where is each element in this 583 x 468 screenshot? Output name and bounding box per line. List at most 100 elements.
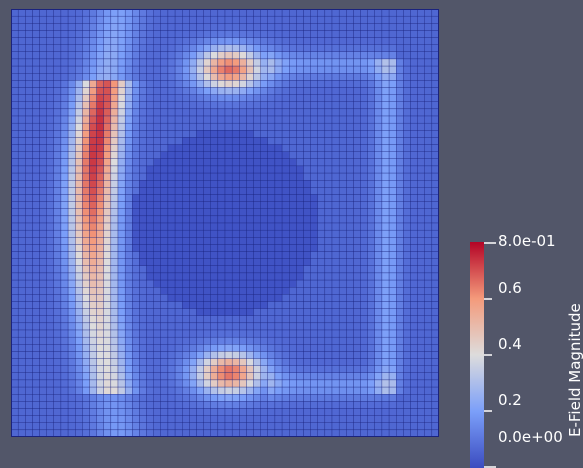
field-cell [32, 9, 40, 17]
field-cell [60, 158, 69, 167]
field-cell [146, 158, 154, 167]
field-cell [146, 130, 154, 138]
field-cell [189, 87, 197, 95]
field-cell [239, 329, 247, 338]
field-cell [231, 30, 240, 38]
field-cell [374, 229, 383, 238]
field-cell [132, 294, 140, 302]
field-cell [46, 294, 55, 302]
field-cell [189, 351, 197, 359]
field-cell [388, 187, 397, 195]
field-cell [303, 229, 311, 238]
field-cell [324, 251, 333, 259]
field-cell [132, 144, 140, 152]
field-cell [374, 358, 383, 366]
field-cell [246, 237, 254, 245]
field-cell [231, 87, 240, 95]
field-cell [160, 65, 169, 74]
field-cell [324, 329, 333, 338]
field-cell [388, 244, 397, 252]
field-cell [360, 322, 368, 331]
field-cell [260, 37, 269, 45]
field-cell [346, 415, 354, 423]
field-cell [146, 201, 154, 209]
field-cell [174, 94, 183, 102]
field-cell [167, 401, 176, 409]
field-cell [174, 58, 183, 67]
field-cell [303, 279, 311, 288]
field-cell [160, 251, 169, 259]
field-cell [53, 58, 62, 67]
field-cell [182, 172, 190, 181]
field-cell [210, 351, 219, 359]
field-cell [360, 151, 368, 160]
field-cell [189, 37, 197, 45]
field-cell [388, 158, 397, 167]
field-cell [374, 30, 383, 38]
field-cell [146, 122, 154, 131]
field-cell [103, 229, 112, 238]
field-cell [82, 258, 90, 267]
field-cell [82, 308, 90, 316]
field-cell [296, 372, 304, 381]
field-cell [89, 358, 97, 366]
field-cell [289, 201, 297, 209]
field-cell [153, 272, 162, 281]
field-cell [146, 80, 154, 88]
field-cell [139, 365, 147, 374]
field-cell [174, 422, 183, 431]
field-cell [110, 244, 119, 252]
field-cell [403, 44, 411, 53]
field-cell [132, 372, 140, 381]
field-cell [267, 115, 276, 124]
field-cell [117, 30, 126, 38]
field-cell [67, 251, 76, 259]
field-cell [132, 329, 140, 338]
field-cell [203, 279, 211, 288]
field-cell [153, 329, 162, 338]
field-cell [103, 208, 112, 217]
field-cell [75, 308, 83, 316]
field-cell [60, 272, 69, 281]
field-cell [224, 73, 233, 81]
field-cell [374, 180, 383, 188]
field-cell [60, 422, 69, 431]
field-cell [246, 165, 254, 174]
field-cell [60, 222, 69, 231]
field-cell [431, 180, 439, 188]
field-cell [224, 65, 233, 74]
field-cell [67, 44, 76, 53]
field-cell [331, 122, 340, 131]
field-cell [303, 101, 311, 110]
field-cell [417, 222, 425, 231]
field-cell [60, 194, 69, 202]
efield-plot[interactable] [11, 9, 439, 437]
field-cell [117, 73, 126, 81]
field-cell [246, 15, 254, 24]
field-cell [110, 408, 119, 416]
field-cell [160, 94, 169, 102]
field-cell [124, 258, 133, 267]
field-cell [117, 15, 126, 24]
field-cell [139, 101, 147, 110]
field-cell [388, 9, 397, 17]
field-cell [146, 336, 154, 345]
field-cell [289, 108, 297, 117]
field-cell [260, 158, 269, 167]
field-cell [324, 279, 333, 288]
field-cell [46, 108, 55, 117]
field-cell [388, 351, 397, 359]
field-cell [196, 115, 204, 124]
field-cell [25, 144, 33, 152]
field-cell [231, 329, 240, 338]
field-cell [146, 408, 154, 416]
field-cell [210, 379, 219, 388]
field-cell [67, 115, 76, 124]
field-cell [431, 344, 439, 352]
field-cell [281, 208, 290, 217]
field-cell [189, 23, 197, 31]
field-cell [153, 137, 162, 145]
field-cell [11, 394, 19, 402]
field-cell [431, 222, 439, 231]
